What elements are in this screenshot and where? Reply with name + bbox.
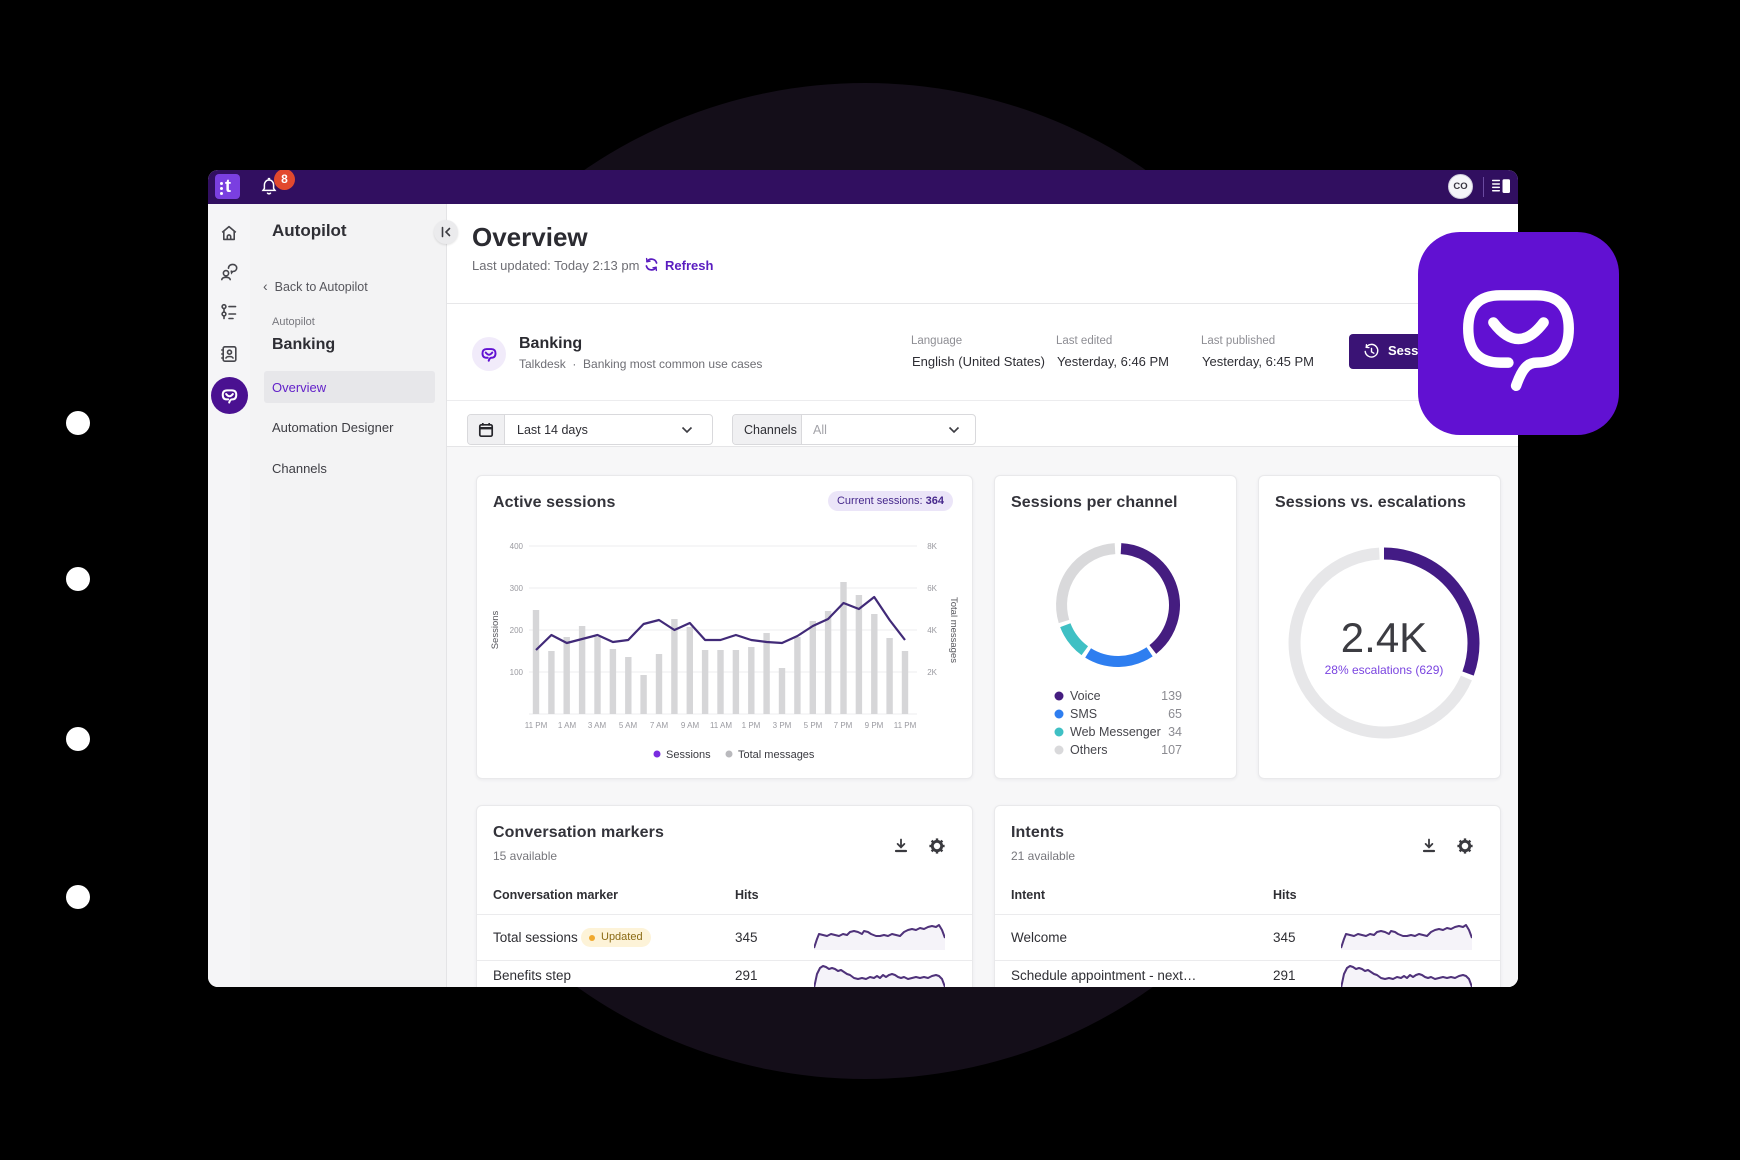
svg-text:Others: Others	[1070, 743, 1108, 757]
svg-text:400: 400	[510, 542, 524, 551]
svg-text:5 AM: 5 AM	[619, 721, 638, 730]
svg-text:200: 200	[510, 626, 524, 635]
svg-text:100: 100	[510, 668, 524, 677]
svg-text:300: 300	[510, 584, 524, 593]
svg-text:11 AM: 11 AM	[710, 721, 732, 730]
svg-text:9 AM: 9 AM	[681, 721, 700, 730]
svg-text:3 AM: 3 AM	[588, 721, 607, 730]
svg-text:4K: 4K	[927, 626, 937, 635]
svg-text:Web Messenger: Web Messenger	[1070, 725, 1161, 739]
svg-text:Voice: Voice	[1070, 689, 1101, 703]
svg-text:8K: 8K	[927, 542, 937, 551]
svg-text:7 PM: 7 PM	[834, 721, 853, 730]
svg-text:Sessions: Sessions	[490, 610, 501, 649]
svg-text:7 AM: 7 AM	[650, 721, 669, 730]
svg-text:1 AM: 1 AM	[558, 721, 577, 730]
svg-text:3 PM: 3 PM	[773, 721, 792, 730]
svg-text:5 PM: 5 PM	[804, 721, 823, 730]
svg-text:11 PM: 11 PM	[894, 721, 917, 730]
svg-text:Total messages: Total messages	[738, 749, 815, 761]
svg-text:139: 139	[1161, 689, 1182, 703]
svg-text:34: 34	[1168, 725, 1182, 739]
svg-text:6K: 6K	[927, 584, 937, 593]
svg-text:2K: 2K	[927, 668, 937, 677]
svg-text:Total messages: Total messages	[948, 597, 959, 663]
svg-text:9 PM: 9 PM	[865, 721, 884, 730]
svg-text:65: 65	[1168, 707, 1182, 721]
svg-text:SMS: SMS	[1070, 707, 1097, 721]
svg-text:107: 107	[1161, 743, 1182, 757]
svg-text:Sessions: Sessions	[666, 749, 711, 761]
svg-text:1 PM: 1 PM	[742, 721, 761, 730]
svg-text:11 PM: 11 PM	[525, 721, 548, 730]
